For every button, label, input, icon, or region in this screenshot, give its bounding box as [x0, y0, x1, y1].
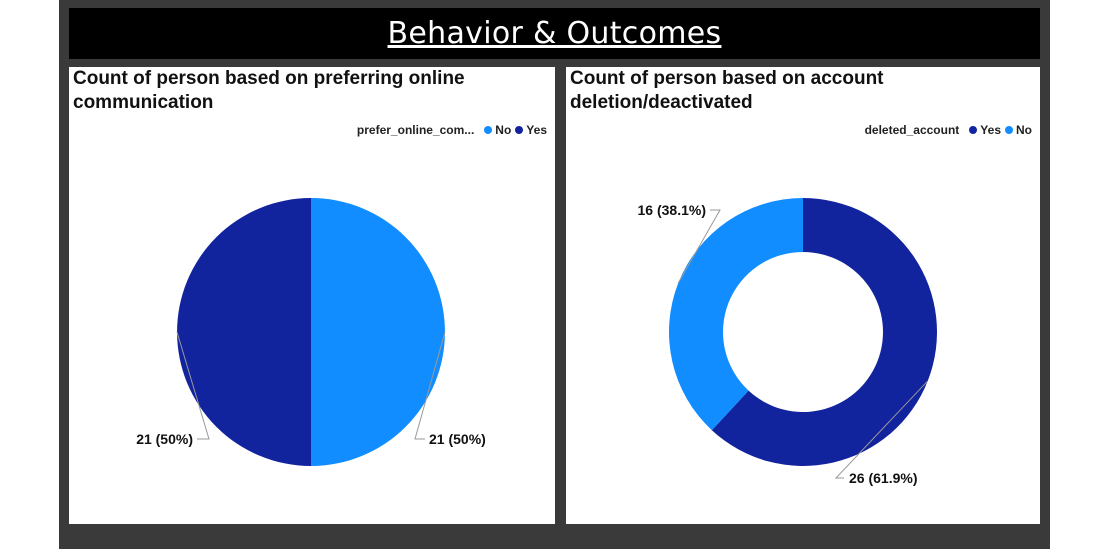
legend-item-yes[interactable]: Yes [515, 123, 547, 137]
legend-label: No [495, 123, 512, 137]
legend-label: Yes [980, 123, 1001, 137]
slice-no[interactable] [669, 198, 803, 431]
leader-line [414, 331, 446, 440]
legend-title: deleted_account [864, 123, 960, 137]
legend-item-no[interactable]: No [1005, 123, 1032, 137]
legend-title: prefer_online_com... [356, 123, 475, 137]
chart-card-account-deletion[interactable]: Count of person based on account deletio… [566, 67, 1040, 524]
data-label: 26 (61.9%) [849, 470, 917, 486]
chart-title: Count of person based on preferring onli… [73, 68, 465, 113]
legend-dot [515, 126, 524, 134]
chart-title: Count of person based on account deletio… [570, 68, 884, 113]
legend-item-no[interactable]: No [484, 123, 511, 137]
legend-dot [1005, 126, 1013, 134]
data-label: 16 (38.1%) [638, 202, 706, 218]
chart-card-online-communication[interactable]: Count of person based on preferring onli… [69, 67, 555, 524]
donut-chart: 26 (61.9%) 16 (38.1%) [638, 198, 937, 486]
legend-dot [484, 126, 493, 134]
leader-line [176, 331, 210, 440]
page-title: Behavior & Outcomes [387, 16, 722, 51]
page-banner: Behavior & Outcomes [69, 8, 1040, 59]
data-label: 21 (50%) [429, 431, 486, 447]
legend-label: Yes [526, 123, 547, 137]
slice-yes[interactable] [711, 198, 937, 466]
data-label: 21 (50%) [136, 431, 193, 447]
chart-legend: deleted_account Yes No [865, 123, 1032, 137]
legend-dot [969, 126, 978, 134]
pie-chart: 21 (50%) 21 (50%) [136, 198, 486, 466]
leader-line [834, 380, 929, 479]
chart-legend: prefer_online_com... No Yes [357, 123, 547, 137]
legend-item-yes[interactable]: Yes [969, 123, 1001, 137]
slice-no[interactable] [311, 198, 445, 466]
legend-label: No [1016, 123, 1032, 137]
slice-yes[interactable] [177, 198, 311, 466]
leader-line [677, 209, 721, 284]
dashboard-canvas: Behavior & Outcomes Count of person base… [59, 0, 1050, 549]
